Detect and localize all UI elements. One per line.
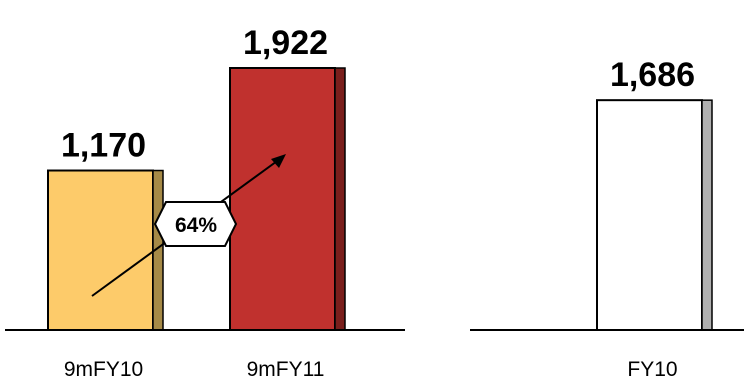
growth-label: 64%	[175, 214, 217, 237]
growth-arrow-head	[271, 154, 286, 168]
category-label-9mfy10: 9mFY10	[64, 358, 143, 381]
value-label-9mfy10: 1,170	[61, 127, 146, 165]
bar-9mfy10	[47, 169, 154, 331]
category-label-fy10: FY10	[627, 358, 677, 381]
labels-group: 1,170 9mFY10 1,922 9mFY11 1,686 FY10	[61, 24, 695, 381]
bar-9mfy11	[229, 67, 336, 331]
bar-side-fy10	[701, 99, 713, 331]
bars-group	[47, 67, 713, 331]
value-label-9mfy11: 1,922	[243, 24, 328, 62]
value-label-fy10: 1,686	[610, 56, 695, 94]
growth-annotation: 64%	[91, 154, 286, 297]
bar-side-9mfy11	[334, 67, 346, 331]
growth-badge	[153, 201, 238, 247]
bar-fy10	[596, 99, 703, 331]
category-label-9mfy11: 9mFY11	[247, 358, 325, 381]
